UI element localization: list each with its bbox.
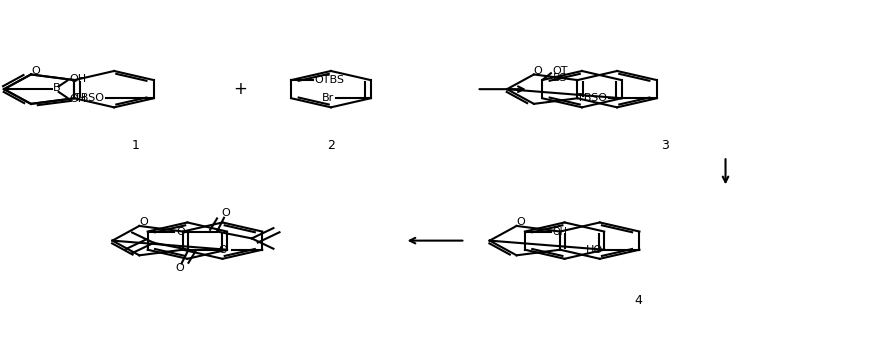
Text: OTBS: OTBS	[315, 75, 344, 85]
Text: O: O	[221, 208, 229, 218]
Text: OT: OT	[552, 67, 567, 76]
Text: OH: OH	[69, 94, 86, 104]
Text: O: O	[176, 263, 184, 273]
Text: BS: BS	[552, 73, 567, 83]
Text: O: O	[516, 218, 525, 228]
Text: TBSO: TBSO	[577, 93, 607, 103]
Text: Br: Br	[322, 93, 334, 103]
Text: 3: 3	[660, 139, 668, 152]
Text: 1: 1	[132, 139, 140, 152]
Text: TBSO: TBSO	[74, 93, 104, 103]
Text: O: O	[217, 245, 226, 255]
Text: 4: 4	[634, 294, 642, 307]
Text: O: O	[31, 66, 40, 76]
Text: O: O	[534, 66, 542, 76]
Text: O: O	[176, 227, 185, 237]
Text: OH: OH	[552, 227, 567, 237]
Text: B: B	[52, 83, 60, 93]
Text: HO: HO	[585, 245, 602, 255]
Text: +: +	[233, 80, 247, 98]
Text: OH: OH	[69, 74, 86, 84]
Text: O: O	[139, 218, 148, 228]
Text: 2: 2	[327, 139, 335, 152]
